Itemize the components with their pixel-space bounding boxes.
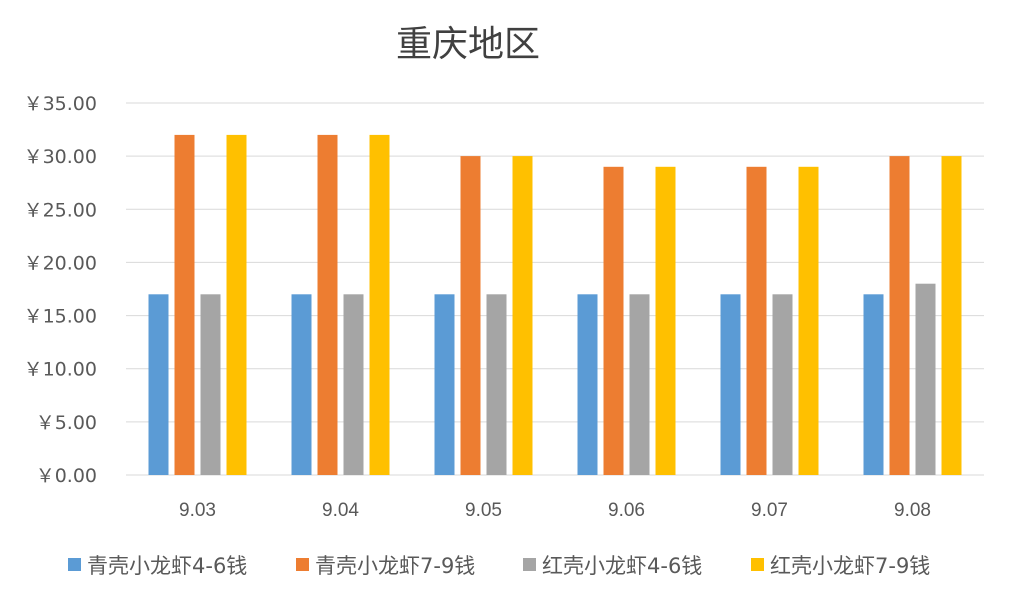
bar: [512, 156, 533, 475]
bar: [577, 294, 598, 475]
legend-swatch: [68, 558, 81, 571]
legend-label: 红壳小龙虾4-6钱: [542, 554, 702, 578]
x-tick-label: 9.05: [465, 500, 502, 521]
bar: [291, 294, 312, 475]
y-tick-label: ￥0.00: [36, 465, 97, 487]
y-tick-label: ￥25.00: [24, 199, 97, 221]
bar: [486, 294, 507, 475]
x-tick-label: 9.06: [608, 500, 645, 521]
bar: [460, 156, 481, 475]
chart-title: 重庆地区: [396, 24, 540, 65]
legend-swatch: [751, 558, 764, 571]
x-tick-label: 9.04: [322, 500, 359, 521]
bar: [200, 294, 221, 475]
bar: [434, 294, 455, 475]
bar: [148, 294, 169, 475]
bar: [629, 294, 650, 475]
y-tick-label: ￥15.00: [24, 306, 97, 328]
bar: [720, 294, 741, 475]
y-tick-label: ￥10.00: [24, 359, 97, 381]
legend-label: 青壳小龙虾4-6钱: [87, 554, 247, 578]
bar: [603, 166, 624, 476]
x-axis-ticks: 9.03 9.04 9.05 9.06 9.07 9.08: [179, 500, 931, 521]
bar: [174, 134, 195, 475]
bar: [798, 166, 819, 476]
bar: [746, 166, 767, 476]
bar: [343, 294, 364, 475]
bar: [226, 134, 247, 475]
legend-swatch: [296, 558, 309, 571]
bar: [941, 156, 962, 475]
legend-label: 青壳小龙虾7-9钱: [315, 554, 475, 578]
bar: [863, 294, 884, 475]
legend: 青壳小龙虾4-6钱 青壳小龙虾7-9钱 红壳小龙虾4-6钱 红壳小龙虾7-9钱: [68, 554, 930, 578]
y-tick-label: ￥20.00: [24, 252, 97, 274]
bars: [148, 134, 962, 476]
x-tick-label: 9.08: [894, 500, 931, 521]
gridlines: [126, 102, 984, 476]
bar: [655, 166, 676, 476]
bar: [915, 283, 936, 475]
x-tick-label: 9.03: [179, 500, 216, 521]
y-tick-label: ￥30.00: [24, 146, 97, 168]
y-axis-ticks: ￥0.00 ￥5.00 ￥10.00 ￥15.00 ￥20.00 ￥25.00 ￥30.00…: [24, 93, 97, 487]
legend-label: 红壳小龙虾7-9钱: [770, 554, 930, 578]
x-tick-label: 9.07: [751, 500, 788, 521]
bar: [369, 134, 390, 475]
y-tick-label: ￥5.00: [36, 412, 97, 434]
y-tick-label: ￥35.00: [24, 93, 97, 115]
bar: [317, 134, 338, 475]
bar: [889, 156, 910, 475]
legend-swatch: [523, 558, 536, 571]
bar: [772, 294, 793, 475]
